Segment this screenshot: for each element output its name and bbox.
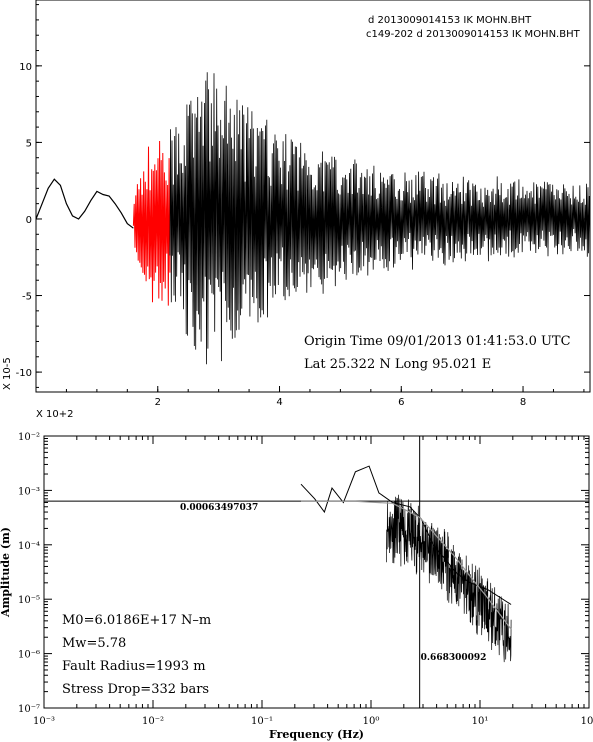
corner-frequency-label: 0.668300092 bbox=[421, 653, 487, 663]
source-parameter-text: Mw=5.78 bbox=[62, 636, 126, 651]
x-multiplier-label: X 10+2 bbox=[36, 409, 74, 420]
y-decade-label: 10⁻⁴ bbox=[18, 541, 40, 552]
y-axis-label: Amplitude (m) bbox=[0, 527, 12, 618]
waveform-pre-event bbox=[35, 178, 134, 229]
x-decade-label: 10⁻³ bbox=[33, 716, 55, 727]
corner-amplitude-label: 0.00063497037 bbox=[180, 503, 258, 513]
x-tick-label: 2 bbox=[155, 397, 161, 408]
y-multiplier-label: X 10-5 bbox=[2, 357, 13, 390]
x-tick-label: 4 bbox=[276, 397, 282, 408]
legend-entry-red: c149-202 d 2013009014153 IK MOHN.BHT bbox=[366, 29, 581, 40]
model-fit-curve bbox=[301, 500, 512, 630]
y-decade-label: 10⁻⁷ bbox=[18, 704, 40, 715]
source-parameter-text: Fault Radius=1993 m bbox=[62, 659, 206, 674]
y-tick-label: 0 bbox=[26, 215, 32, 226]
spectrum-frame bbox=[43, 435, 590, 709]
x-decade-label: 10⁻² bbox=[142, 716, 164, 727]
y-decade-label: 10⁻⁵ bbox=[18, 595, 40, 606]
observed-spectrum-noise bbox=[386, 494, 512, 663]
x-tick-label: 6 bbox=[398, 397, 404, 408]
y-decade-label: 10⁻⁶ bbox=[18, 650, 40, 661]
source-parameter-text: M0=6.0186E+17 N–m bbox=[62, 613, 211, 628]
y-tick-label: 10 bbox=[19, 62, 32, 73]
legend-entry-black: d 2013009014153 IK MOHN.BHT bbox=[368, 15, 532, 26]
x-axis-label: Frequency (Hz) bbox=[269, 728, 364, 741]
y-decade-label: 10⁻³ bbox=[18, 486, 40, 497]
y-decade-label: 10⁻² bbox=[18, 432, 40, 443]
y-tick-label: -10 bbox=[16, 368, 32, 379]
y-tick-label: 5 bbox=[26, 138, 32, 149]
source-parameter-text: Stress Drop=332 bars bbox=[62, 682, 209, 697]
x-decade-label: 10² bbox=[581, 716, 593, 727]
location-text: Lat 25.322 N Long 95.021 E bbox=[304, 357, 491, 372]
waveform-red-window bbox=[132, 140, 171, 306]
waveform-coda bbox=[169, 72, 591, 365]
x-decade-label: 10⁻¹ bbox=[251, 716, 273, 727]
origin-time-text: Origin Time 09/01/2013 01:41:53.0 UTC bbox=[304, 334, 571, 349]
waveform-frame bbox=[35, 0, 591, 393]
x-tick-label: 8 bbox=[520, 397, 526, 408]
x-decade-label: 10¹ bbox=[472, 716, 489, 727]
x-decade-label: 10⁰ bbox=[363, 716, 380, 727]
y-tick-label: -5 bbox=[22, 292, 32, 303]
